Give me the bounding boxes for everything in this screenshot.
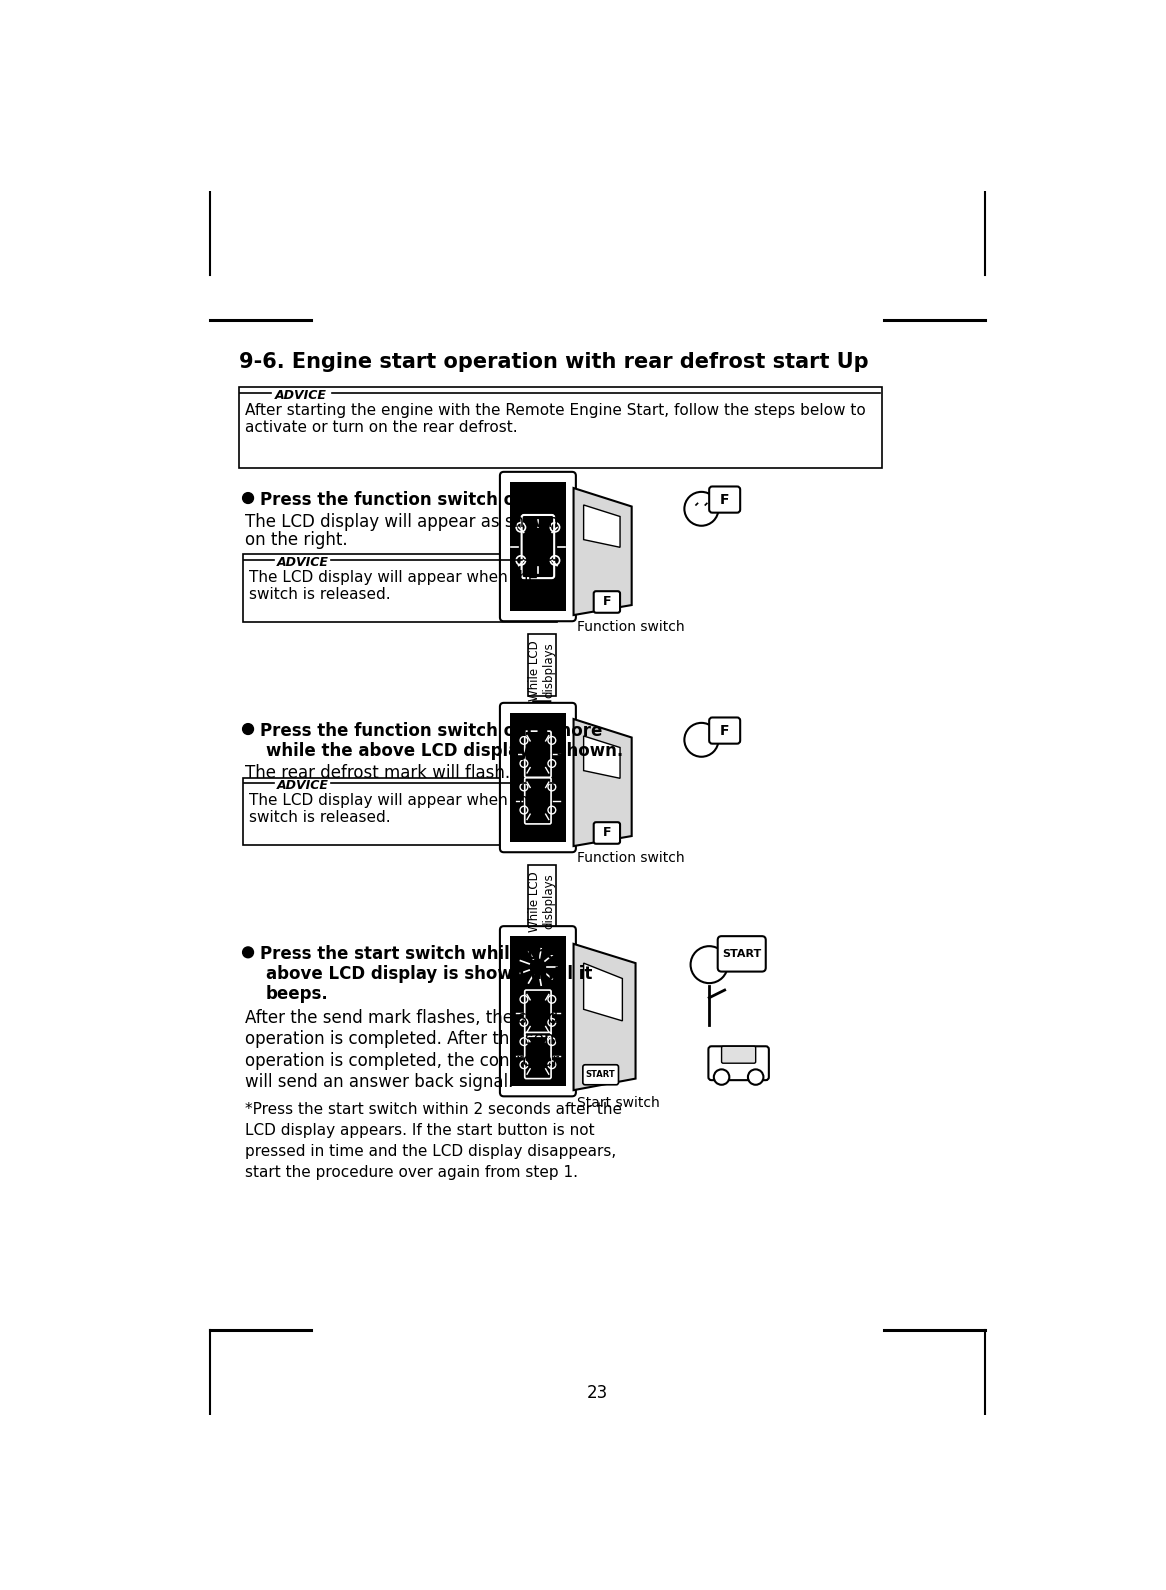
Text: While LCD
disbplays: While LCD disbplays [528, 871, 556, 932]
FancyBboxPatch shape [500, 925, 576, 1097]
Circle shape [243, 493, 253, 504]
Text: 9-6. Engine start operation with rear defrost start Up: 9-6. Engine start operation with rear de… [239, 353, 869, 372]
Text: The rear defrost mark will flash.: The rear defrost mark will flash. [245, 763, 510, 782]
Text: While LCD
disbplays: While LCD disbplays [528, 641, 556, 701]
Text: ADVICE: ADVICE [276, 779, 329, 792]
Text: Press the function switch once.: Press the function switch once. [260, 491, 555, 509]
Text: F: F [719, 493, 730, 507]
Circle shape [747, 1070, 764, 1084]
Text: Function switch: Function switch [577, 620, 686, 634]
Text: ADVICE: ADVICE [276, 556, 329, 569]
Bar [510, 937, 566, 1086]
Circle shape [714, 1070, 729, 1084]
Text: above LCD display is shown until it: above LCD display is shown until it [266, 965, 592, 984]
Circle shape [684, 491, 718, 526]
FancyBboxPatch shape [709, 717, 740, 744]
FancyBboxPatch shape [593, 591, 620, 612]
Text: Press the start switch while the: Press the start switch while the [260, 946, 559, 964]
Text: beeps.: beeps. [266, 986, 329, 1003]
Text: START: START [585, 1070, 616, 1080]
FancyArrow shape [526, 932, 559, 984]
Circle shape [243, 723, 253, 735]
Circle shape [684, 723, 718, 757]
Polygon shape [574, 944, 635, 1091]
Text: *Press the start switch within 2 seconds after the: *Press the start switch within 2 seconds… [245, 1102, 621, 1118]
Text: will send an answer back signal.: will send an answer back signal. [245, 1073, 513, 1091]
Text: After starting the engine with the Remote Engine Start, follow the steps below t: After starting the engine with the Remot… [245, 402, 865, 436]
Circle shape [243, 948, 253, 957]
FancyBboxPatch shape [722, 1046, 756, 1064]
Text: while the above LCD display is shown.: while the above LCD display is shown. [266, 743, 623, 760]
FancyArrow shape [526, 701, 559, 754]
Bar [243, 778, 556, 846]
Bar [243, 555, 556, 622]
Text: F: F [603, 596, 611, 609]
Text: F: F [719, 723, 730, 738]
Text: Press the function switch once more: Press the function switch once more [260, 722, 603, 739]
Bar [528, 865, 556, 927]
Bar [528, 634, 556, 695]
FancyBboxPatch shape [583, 1065, 618, 1084]
Polygon shape [584, 736, 620, 779]
Text: F: F [603, 827, 611, 840]
Circle shape [690, 946, 728, 983]
FancyBboxPatch shape [500, 472, 576, 622]
Text: Start switch: Start switch [577, 1096, 660, 1110]
Text: pressed in time and the LCD display disappears,: pressed in time and the LCD display disa… [245, 1145, 616, 1159]
Text: Function switch: Function switch [577, 852, 686, 865]
Text: start the procedure over again from step 1.: start the procedure over again from step… [245, 1165, 578, 1180]
Text: operation is completed. After the send: operation is completed. After the send [245, 1030, 564, 1048]
Text: The LCD display will appear when the
switch is released.: The LCD display will appear when the swi… [248, 569, 538, 603]
FancyBboxPatch shape [593, 822, 620, 844]
FancyBboxPatch shape [500, 703, 576, 852]
Polygon shape [574, 719, 632, 846]
Text: on the right.: on the right. [245, 531, 347, 549]
Text: ADVICE: ADVICE [274, 388, 326, 402]
Text: START: START [722, 949, 761, 959]
Bar [510, 482, 566, 611]
Polygon shape [584, 964, 623, 1021]
Bar [510, 712, 566, 843]
Text: 23: 23 [586, 1385, 609, 1402]
FancyBboxPatch shape [718, 937, 766, 971]
Text: LCD display appears. If the start button is not: LCD display appears. If the start button… [245, 1123, 595, 1138]
Text: operation is completed, the controller: operation is completed, the controller [245, 1051, 559, 1070]
FancyBboxPatch shape [709, 487, 740, 512]
Bar [239, 386, 881, 467]
Polygon shape [574, 488, 632, 615]
Text: The LCD display will appear when the
switch is released.: The LCD display will appear when the swi… [248, 793, 538, 825]
Text: After the send mark flashes, the send: After the send mark flashes, the send [245, 1008, 559, 1027]
Text: The LCD display will appear as shown: The LCD display will appear as shown [245, 512, 559, 531]
Polygon shape [584, 506, 620, 547]
FancyBboxPatch shape [709, 1046, 768, 1080]
